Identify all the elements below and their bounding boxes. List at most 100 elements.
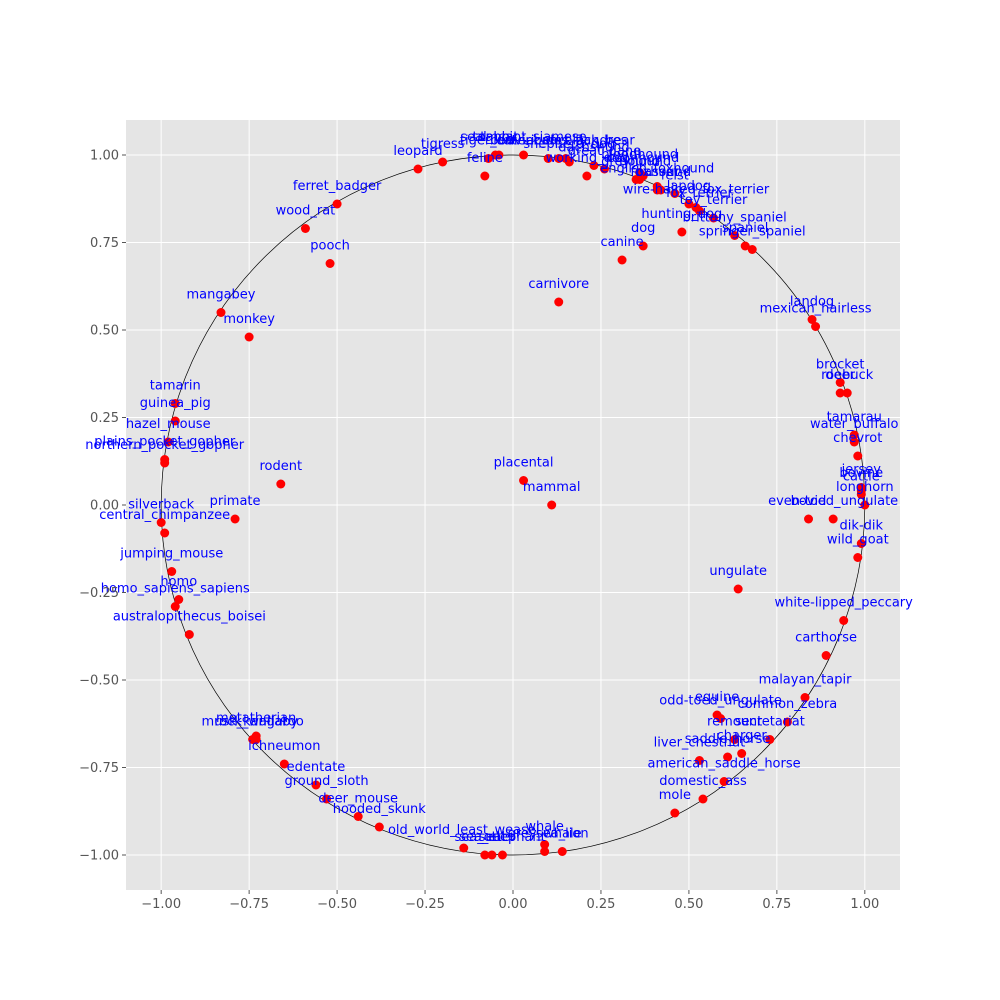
data-point (638, 241, 648, 251)
point-label: wild_goat (827, 533, 889, 548)
point-label: chevrot (833, 431, 882, 446)
point-label: dog (631, 221, 655, 236)
point-label: white-lipped_peccary (775, 596, 914, 611)
point-label: ichneumon (248, 739, 320, 754)
data-point (487, 850, 497, 860)
data-point (413, 164, 423, 174)
x-tick-label: 0.50 (674, 897, 703, 912)
point-label: tomcat (472, 130, 518, 145)
data-point (438, 157, 448, 167)
data-point (163, 437, 173, 447)
point-label: homo (160, 575, 197, 590)
point-label: northern_pocket_gopher (85, 438, 244, 453)
x-tick-label: 0.00 (499, 897, 528, 912)
data-point (554, 297, 564, 307)
x-axis-ticks: −1.00 −0.75 −0.50 −0.25 0.00 0.25 0.50 0.75 1.00 (141, 890, 879, 912)
point-label: silverback (128, 498, 194, 513)
point-label: australopithecus_boisei (113, 610, 266, 625)
data-point (322, 794, 332, 804)
point-label: equine (695, 690, 739, 705)
data-point (332, 199, 342, 209)
point-label: shepherd_dog (523, 137, 615, 152)
data-point (804, 514, 814, 524)
point-label: whale (525, 820, 563, 835)
point-label: mangabey (186, 288, 255, 303)
data-point (519, 476, 529, 485)
point-label: american_saddle_horse (648, 757, 801, 772)
point-label: working_dog (546, 151, 629, 166)
data-point (311, 780, 321, 790)
data-point (170, 602, 180, 611)
data-point (480, 171, 490, 181)
point-label: landog (790, 295, 834, 310)
point-label: dachshund (558, 141, 629, 156)
data-point (807, 315, 817, 324)
point-label: fox_terrier (666, 186, 733, 201)
data-point (691, 203, 701, 212)
y-tick-label: −0.75 (79, 761, 119, 776)
data-point (821, 651, 831, 660)
data-point (353, 812, 363, 821)
point-label: foxhound (630, 165, 691, 180)
point-label: cattle (843, 470, 880, 485)
data-point (167, 567, 177, 576)
data-point (459, 843, 469, 853)
data-point (160, 458, 170, 468)
point-label: toy_terrier (680, 193, 748, 208)
point-label: hound (619, 155, 660, 170)
point-label: sea_lion (536, 827, 589, 842)
data-point (251, 735, 261, 744)
point-label: edentate (287, 760, 346, 775)
data-point (719, 777, 729, 786)
data-point (547, 500, 557, 510)
point-label: liver_chestnut (654, 736, 746, 751)
point-label: bear (533, 134, 563, 149)
data-point (483, 154, 493, 163)
data-point (170, 399, 180, 408)
point-label: leopard (393, 144, 442, 159)
y-tick-label: 0.50 (90, 324, 119, 339)
y-tick-label: 0.75 (90, 236, 119, 251)
point-label: water_buffalo (810, 417, 899, 432)
data-point (737, 749, 747, 758)
point-label: hooded_skunk (333, 802, 427, 817)
data-point (543, 154, 553, 163)
point-label: carthorse (795, 631, 857, 646)
data-point (554, 154, 564, 163)
data-points (156, 150, 870, 860)
point-label: bouvier_des_flandres (490, 134, 628, 149)
data-point (184, 630, 194, 639)
point-label: jumping_mouse (119, 547, 223, 562)
point-label: coonhound (607, 151, 679, 166)
point-label: monkey (223, 312, 275, 327)
data-point (276, 479, 286, 489)
point-label: deer (825, 368, 855, 383)
data-point (828, 514, 838, 524)
data-point (860, 500, 870, 510)
point-label: dik-dik (840, 519, 884, 534)
point-label: greyhound (601, 155, 671, 170)
x-tick-label: −0.75 (229, 897, 269, 912)
data-point (835, 378, 845, 387)
data-point (849, 430, 859, 440)
data-point (170, 416, 180, 426)
x-tick-label: 1.00 (850, 897, 879, 912)
y-tick-label: 1.00 (90, 149, 119, 164)
data-point (842, 388, 852, 398)
data-point (631, 175, 641, 184)
point-label: wood_rat (276, 204, 336, 219)
point-label: guinea_pig (140, 396, 211, 411)
y-tick-label: 0.25 (90, 411, 119, 426)
data-point (811, 322, 821, 331)
data-point (490, 150, 500, 160)
point-label: old_world_least_weasel (388, 823, 540, 838)
y-tick-label: 0.00 (90, 499, 119, 514)
point-label: plains_pocket_gopher (94, 435, 236, 450)
x-tick-label: 0.75 (762, 897, 791, 912)
point-label: brittany_spaniel (683, 211, 787, 226)
point-label: carnivore (528, 277, 589, 292)
data-point (617, 255, 627, 265)
point-label: odd-toed_ungulate (659, 694, 782, 709)
x-tick-label: −0.25 (405, 897, 445, 912)
data-point (698, 794, 708, 804)
